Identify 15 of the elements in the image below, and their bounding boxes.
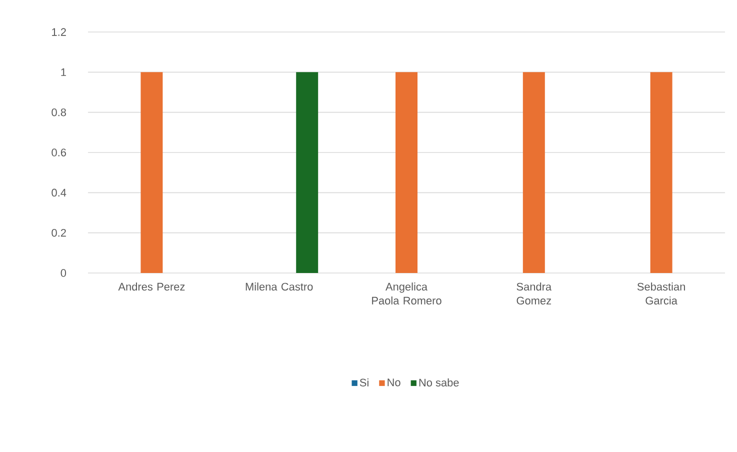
x-tick-label: Milena Castro [246, 282, 313, 291]
legend-label: No [388, 378, 400, 386]
y-tick-label: 1 [61, 68, 66, 76]
y-tick-label: 1.2 [52, 28, 66, 36]
y-tick-label: 0.8 [52, 108, 66, 116]
x-tick-label: Sandra Gomez [516, 282, 552, 305]
legend-label: No sabe [419, 378, 459, 386]
y-tick-label: 0.4 [52, 188, 66, 197]
x-tick-label: Angelica Paola Romero [372, 282, 442, 305]
legend-label: Si [360, 378, 368, 386]
x-tick-label: Sebastian Garcia [637, 282, 685, 305]
x-tick-label: Andres Perez [118, 282, 185, 291]
y-tick-label: 0 [60, 269, 66, 277]
y-tick-label: 0.6 [52, 148, 66, 156]
y-tick-label: 0.2 [52, 228, 66, 237]
